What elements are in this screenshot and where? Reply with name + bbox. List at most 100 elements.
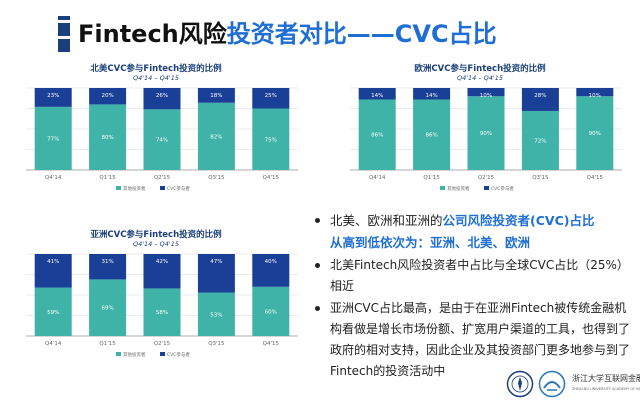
data-label: 47% bbox=[210, 259, 222, 265]
bar-segment-others bbox=[413, 99, 451, 170]
chart-subtitle: Q4'14 – Q4'15 bbox=[132, 240, 179, 248]
legend-label: 其他投资者 bbox=[123, 185, 146, 192]
bar-segment-cvc bbox=[252, 254, 290, 287]
x-tick-label: Q3'15 bbox=[532, 175, 549, 181]
page-title: Fintech风险投资者对比——CVC占比 bbox=[78, 14, 497, 49]
legend-swatch bbox=[160, 352, 165, 356]
bar-segment-others bbox=[197, 102, 235, 170]
bullet-dot bbox=[315, 263, 320, 268]
bar-segment-cvc bbox=[34, 254, 72, 288]
data-label: 42% bbox=[156, 259, 168, 265]
x-tick-label: Q2'15 bbox=[154, 341, 171, 347]
data-label: 74% bbox=[156, 138, 168, 144]
bar-segment-cvc bbox=[34, 88, 72, 107]
data-label: 86% bbox=[425, 133, 437, 139]
data-label: 90% bbox=[480, 131, 492, 137]
x-tick-label: Q4'14 bbox=[45, 175, 62, 181]
bar-segment-others bbox=[34, 106, 72, 170]
bar-segment-cvc bbox=[252, 88, 290, 109]
bar-segment-cvc bbox=[576, 88, 614, 97]
bar-segment-others bbox=[34, 287, 72, 336]
bullet-text: 北美Fintech风险投资者中占比与全球CVC占比（25%）相近 bbox=[330, 258, 629, 293]
academy-logo bbox=[538, 370, 566, 398]
data-label: 69% bbox=[101, 306, 113, 312]
chart-asia: 亚洲CVC参与Fintech投资的比例 Q4'14 – Q4'15 59% 41%… bbox=[6, 228, 306, 368]
x-tick-label: Q1'15 bbox=[99, 175, 116, 181]
data-label: 77% bbox=[47, 136, 59, 142]
bullet-highlight: 从高到低依次为：亚洲、北美、欧洲 bbox=[330, 235, 531, 250]
bar-segment-cvc bbox=[197, 254, 235, 293]
bar-segment-cvc bbox=[143, 254, 181, 289]
bullet-dot bbox=[315, 218, 320, 223]
legend-swatch bbox=[116, 352, 121, 356]
academy-name-en: ZHEJIANG UNIVERSITY ACADEMY OF INTERNET … bbox=[572, 387, 640, 391]
x-tick-label: Q1'15 bbox=[99, 341, 116, 347]
x-tick-label: Q3'15 bbox=[208, 341, 225, 347]
data-label: 28% bbox=[534, 93, 546, 99]
chart-subtitle: Q4'14 – Q4'15 bbox=[132, 74, 179, 82]
academy-name: 浙江大学互联网金融研究院 ZHEJIANG UNIVERSITY ACADEMY… bbox=[572, 374, 640, 394]
data-label: 14% bbox=[371, 93, 383, 99]
data-label: 86% bbox=[371, 133, 383, 139]
bar-segment-others bbox=[358, 99, 396, 170]
data-label: 41% bbox=[47, 259, 59, 265]
x-tick-label: Q2'15 bbox=[478, 175, 495, 181]
chart-plot: 77% 23% Q4'14 80% 20% Q1'15 74% 26% Q2'15 82% 18% Q… bbox=[26, 87, 298, 192]
bar-segment-others bbox=[143, 109, 181, 170]
data-label: 23% bbox=[47, 93, 59, 99]
bar-segment-others bbox=[143, 288, 181, 336]
bullet-text: 北美、欧洲和亚洲的 bbox=[330, 213, 443, 228]
data-label: 40% bbox=[265, 259, 277, 265]
data-label: 60% bbox=[265, 309, 277, 315]
legend-swatch bbox=[116, 186, 121, 190]
x-tick-label: Q4'15 bbox=[587, 175, 604, 181]
data-label: 80% bbox=[101, 135, 113, 141]
x-tick-label: Q2'15 bbox=[154, 175, 171, 181]
bar-segment-others bbox=[252, 286, 290, 336]
legend-label: CVC参与者 bbox=[167, 351, 190, 358]
legend-swatch bbox=[484, 186, 489, 190]
chart-title: 北美CVC参与Fintech投资的比例 bbox=[90, 64, 222, 74]
legend-label: CVC参与者 bbox=[167, 185, 190, 192]
bullet-item: 北美、欧洲和亚洲的公司风险投资者(CVC)占比从高到低依次为：亚洲、北美、欧洲 bbox=[312, 210, 630, 254]
bullet-item: 亚洲CVC占比最高，是由于在亚洲Fintech被传统金融机构看做是增长市场份额、… bbox=[312, 298, 630, 382]
bullet-highlight: 公司风险投资者(CVC)占比 bbox=[442, 213, 595, 228]
data-label: 59% bbox=[47, 310, 59, 316]
university-seal-logo bbox=[506, 370, 534, 398]
chart-plot: 86% 14% Q4'14 86% 14% Q1'15 90% 10% Q2'15 72% 28% Q… bbox=[350, 87, 622, 192]
data-label: 72% bbox=[534, 138, 546, 144]
bar-segment-others bbox=[89, 279, 127, 336]
chart-title: 亚洲CVC参与Fintech投资的比例 bbox=[90, 230, 222, 240]
title-accent-bars bbox=[58, 16, 70, 52]
data-label: 26% bbox=[156, 93, 168, 99]
legend-label: 其他投资者 bbox=[123, 351, 146, 358]
bar-segment-cvc bbox=[197, 88, 235, 103]
data-label: 82% bbox=[210, 134, 222, 140]
bullet-dot bbox=[315, 306, 320, 311]
chart-title: 欧洲CVC参与Fintech投资的比例 bbox=[414, 64, 546, 74]
page-title-part2: 投资者对比——CVC占比 bbox=[226, 20, 497, 48]
bar-segment-cvc bbox=[413, 88, 451, 100]
bullet-item: 北美Fintech风险投资者中占比与全球CVC占比（25%）相近 bbox=[312, 255, 630, 297]
chart-subtitle: Q4'14 – Q4'15 bbox=[456, 74, 503, 82]
x-tick-label: Q4'15 bbox=[263, 341, 280, 347]
data-label: 18% bbox=[210, 93, 222, 99]
bar-segment-others bbox=[89, 104, 127, 170]
bar-segment-cvc bbox=[358, 88, 396, 100]
x-tick-label: Q4'14 bbox=[369, 175, 386, 181]
x-tick-label: Q4'14 bbox=[45, 341, 62, 347]
legend-label: CVC参与者 bbox=[491, 185, 514, 192]
bar-segment-cvc bbox=[89, 88, 127, 105]
bar-segment-others bbox=[252, 108, 290, 170]
bar-segment-others bbox=[576, 96, 614, 170]
chart-plot: 59% 41% Q4'14 69% 31% Q1'15 58% 42% Q2'15 53% 47% Q… bbox=[26, 253, 298, 358]
data-label: 20% bbox=[101, 93, 113, 99]
bar-segment-others bbox=[521, 110, 559, 170]
data-label: 10% bbox=[589, 93, 601, 99]
legend-label: 其他投资者 bbox=[447, 185, 470, 192]
bar-segment-others bbox=[467, 96, 505, 170]
bar-segment-cvc bbox=[89, 254, 127, 280]
bullet-list: 北美、欧洲和亚洲的公司风险投资者(CVC)占比 从高到低依次为：亚洲、北美、欧洲 … bbox=[312, 210, 630, 383]
chart-north-america: 北美CVC参与Fintech投资的比例 Q4'14 – Q4'15 77% 23%… bbox=[6, 62, 306, 202]
data-label: 31% bbox=[101, 259, 113, 265]
